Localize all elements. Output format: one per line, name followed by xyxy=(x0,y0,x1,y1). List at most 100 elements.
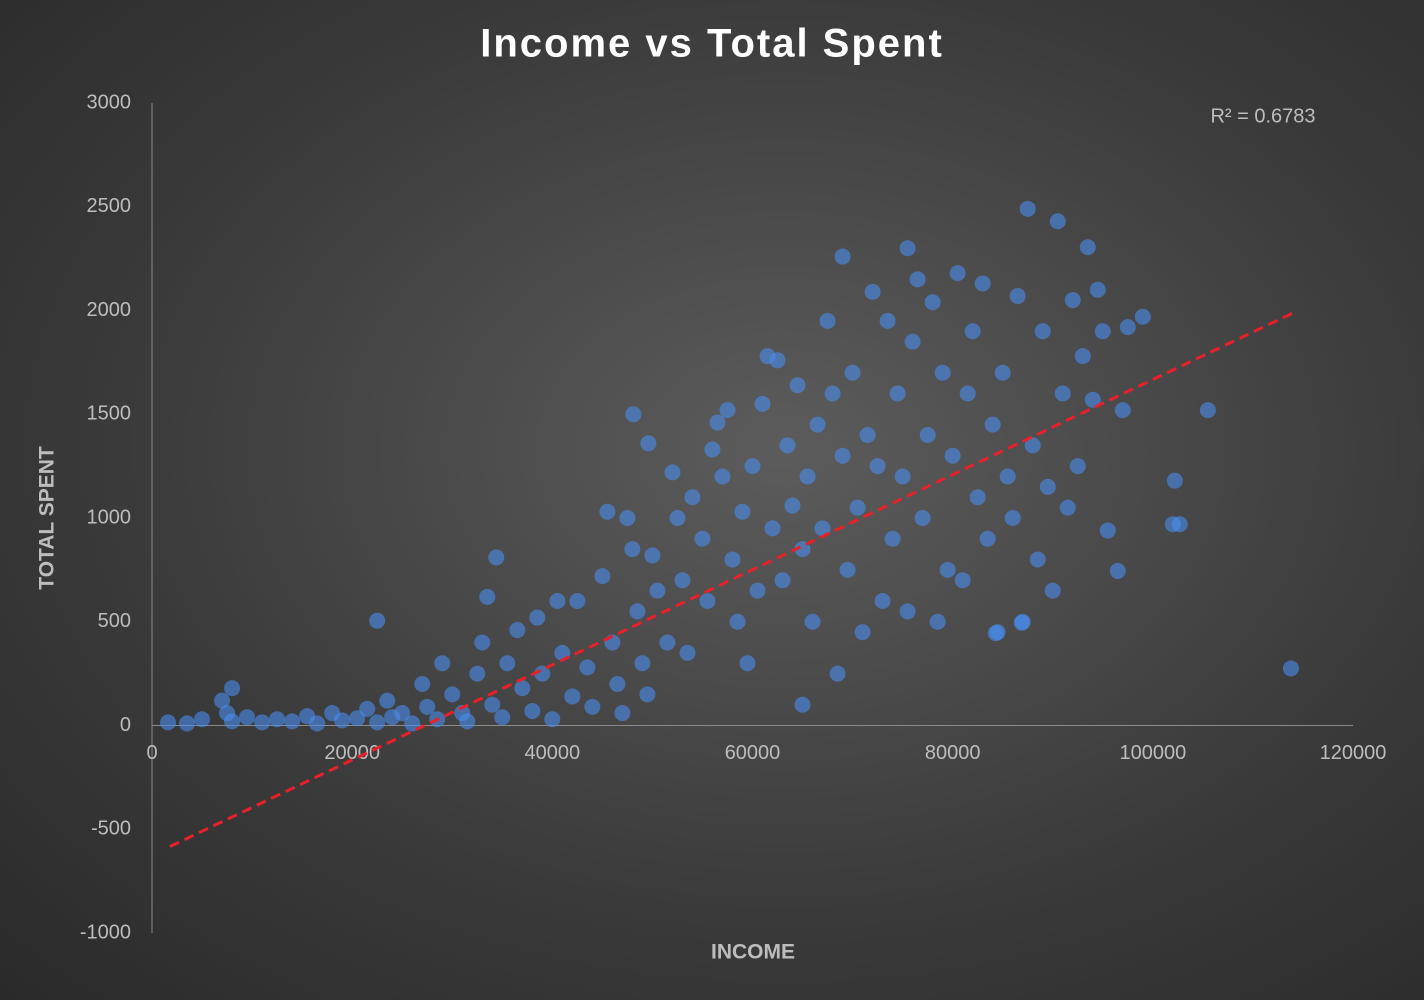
point xyxy=(379,692,396,709)
point xyxy=(999,468,1016,485)
point xyxy=(749,582,766,599)
point xyxy=(1099,522,1116,539)
point xyxy=(1054,385,1071,402)
point xyxy=(719,402,736,419)
point xyxy=(514,680,531,697)
point xyxy=(664,464,681,481)
point xyxy=(909,271,926,288)
point xyxy=(1134,308,1151,325)
point xyxy=(969,489,986,506)
point xyxy=(224,680,241,697)
point xyxy=(1039,478,1056,495)
point xyxy=(929,613,946,630)
point xyxy=(1059,499,1076,516)
x-tick-label: 20000 xyxy=(324,742,380,764)
point xyxy=(784,497,801,514)
x-tick-label: 80000 xyxy=(925,742,981,764)
point xyxy=(939,561,956,578)
point xyxy=(839,561,856,578)
point xyxy=(488,549,505,566)
point xyxy=(1029,551,1046,568)
point xyxy=(699,593,716,609)
point xyxy=(484,696,501,713)
point xyxy=(1171,516,1188,533)
point xyxy=(599,503,616,520)
point xyxy=(824,385,841,402)
point xyxy=(239,709,256,726)
point xyxy=(864,283,881,300)
point xyxy=(479,588,496,605)
point xyxy=(934,364,951,381)
point xyxy=(829,665,846,682)
point xyxy=(194,711,211,728)
point xyxy=(1064,292,1081,309)
point xyxy=(579,659,596,676)
point xyxy=(944,447,961,464)
point xyxy=(359,700,376,717)
point xyxy=(754,395,771,412)
point xyxy=(914,510,931,526)
y-tick-label: 0 xyxy=(120,714,131,736)
point xyxy=(309,715,326,732)
point xyxy=(1199,402,1216,419)
y-axis-title: TOTAL SPENT xyxy=(36,446,59,590)
point xyxy=(1013,614,1030,631)
point xyxy=(959,385,976,402)
point xyxy=(469,665,486,682)
point xyxy=(854,624,871,641)
point xyxy=(1109,562,1126,579)
point xyxy=(414,676,431,692)
point xyxy=(499,655,516,672)
point xyxy=(879,312,896,329)
point xyxy=(844,364,861,381)
y-tick-label: -1000 xyxy=(80,921,131,943)
y-tick-label: 1500 xyxy=(87,403,132,425)
point xyxy=(619,510,636,526)
point xyxy=(954,572,971,589)
point xyxy=(544,711,561,728)
point xyxy=(404,715,421,732)
point xyxy=(814,520,831,537)
point xyxy=(1004,510,1021,526)
x-tick-label: 0 xyxy=(146,742,157,764)
x-tick-label: 60000 xyxy=(725,742,781,764)
point xyxy=(494,709,511,726)
point xyxy=(549,593,566,609)
point xyxy=(524,702,541,719)
point xyxy=(1166,472,1183,489)
point xyxy=(1114,402,1131,419)
point xyxy=(269,711,286,728)
point xyxy=(984,416,1001,433)
point xyxy=(444,686,461,703)
y-tick-label: 2000 xyxy=(87,299,132,321)
point xyxy=(834,447,851,464)
point xyxy=(869,458,886,475)
point xyxy=(529,609,546,626)
x-tick-label: 40000 xyxy=(525,742,581,764)
point xyxy=(894,468,911,485)
point xyxy=(509,622,526,639)
point xyxy=(1024,437,1041,454)
point xyxy=(1282,660,1299,677)
point xyxy=(214,692,231,709)
point xyxy=(694,530,711,547)
point xyxy=(459,713,476,730)
point xyxy=(779,437,796,454)
point xyxy=(564,688,581,705)
point xyxy=(729,613,746,630)
point xyxy=(1074,348,1091,365)
point xyxy=(629,603,646,620)
y-tick-label: 3000 xyxy=(87,91,132,113)
x-tick-label: 120000 xyxy=(1320,742,1387,764)
point xyxy=(684,489,701,506)
point xyxy=(994,364,1011,381)
point xyxy=(584,698,601,715)
point xyxy=(884,530,901,547)
chart-title: Income vs Total Spent xyxy=(480,22,944,66)
point xyxy=(674,572,691,589)
point xyxy=(1034,323,1051,340)
y-tick-label: -500 xyxy=(91,818,131,840)
point xyxy=(987,625,1004,642)
point xyxy=(1069,458,1086,475)
point xyxy=(849,499,866,516)
